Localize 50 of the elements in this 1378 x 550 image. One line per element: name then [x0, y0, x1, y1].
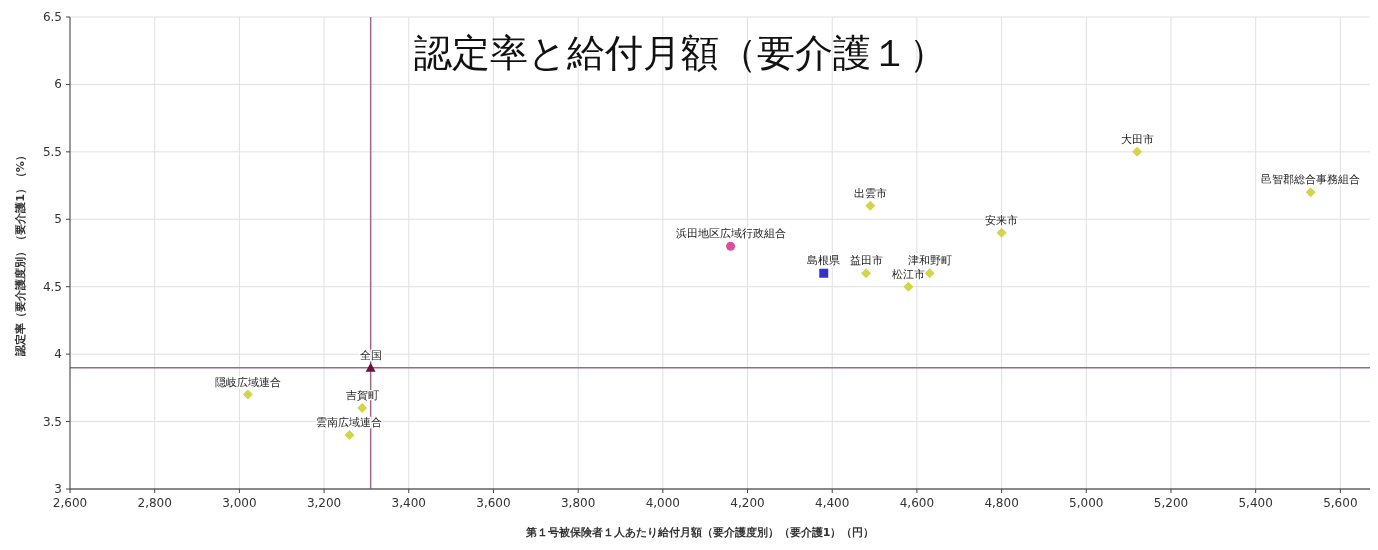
point — [996, 227, 1007, 238]
x-tick-label: 4,600 — [899, 496, 935, 510]
annotation: 邑智郡総合事務組合 — [1261, 173, 1361, 187]
x-tick-label: 4,400 — [815, 496, 850, 510]
y-tick-label: 6 — [54, 77, 62, 92]
point — [344, 430, 355, 441]
annotation: 津和野町 — [907, 254, 952, 268]
point — [242, 389, 253, 400]
annotation: 安来市 — [985, 213, 1019, 227]
x-tick-label: 4,800 — [984, 496, 1019, 510]
point — [819, 268, 829, 278]
x-tick-label: 3,000 — [222, 496, 257, 510]
point — [1132, 146, 1143, 157]
point — [865, 200, 876, 211]
y-tick-label: 4 — [54, 347, 62, 362]
annotation: 隠岐広域連合 — [214, 375, 281, 389]
annotation: 益田市 — [849, 254, 883, 268]
x-axis-title: 第１号被保険者１人あたり給付月額（要介護度別）（要介護1）（円） — [524, 526, 875, 539]
x-tick-label: 3,800 — [560, 496, 596, 510]
point — [357, 403, 368, 414]
x-tick-label: 3,600 — [476, 496, 511, 510]
y-tick-label: 5.5 — [42, 144, 62, 159]
point — [726, 241, 736, 251]
y-tick-label: 3.5 — [42, 414, 62, 429]
x-tick-label: 5,600 — [1323, 496, 1358, 510]
point — [861, 268, 872, 279]
annotation: 島根県 — [807, 254, 841, 268]
annotation: 浜田地区広域行政組合 — [675, 227, 786, 241]
x-tick-label: 5,400 — [1238, 496, 1273, 510]
x-tick-label: 5,000 — [1069, 496, 1104, 510]
point — [924, 268, 935, 279]
y-tick-label: 5 — [54, 212, 62, 227]
x-tick-label: 4,200 — [730, 496, 765, 510]
x-tick-label: 2,600 — [52, 496, 88, 510]
annotation: 松江市 — [891, 267, 925, 281]
y-tick-label: 4.5 — [42, 279, 62, 294]
annotation: 大田市 — [1120, 132, 1154, 146]
point — [365, 362, 376, 372]
point — [903, 281, 914, 292]
x-tick-label: 3,200 — [306, 496, 342, 510]
y-axis-title: 認定率（要介護度別）（要介護1）（%） — [14, 150, 27, 357]
x-tick-label: 3,400 — [391, 496, 426, 510]
chart-title: 認定率と給付月額（要介護１） — [413, 31, 947, 75]
point — [1305, 187, 1316, 198]
y-tick-label: 3 — [54, 482, 62, 496]
annotation: 出雲市 — [853, 186, 887, 200]
x-tick-label: 2,800 — [137, 496, 172, 510]
y-tick-label: 6.5 — [42, 10, 62, 24]
x-tick-label: 4,000 — [645, 496, 681, 510]
x-tick-label: 5,200 — [1153, 496, 1189, 510]
